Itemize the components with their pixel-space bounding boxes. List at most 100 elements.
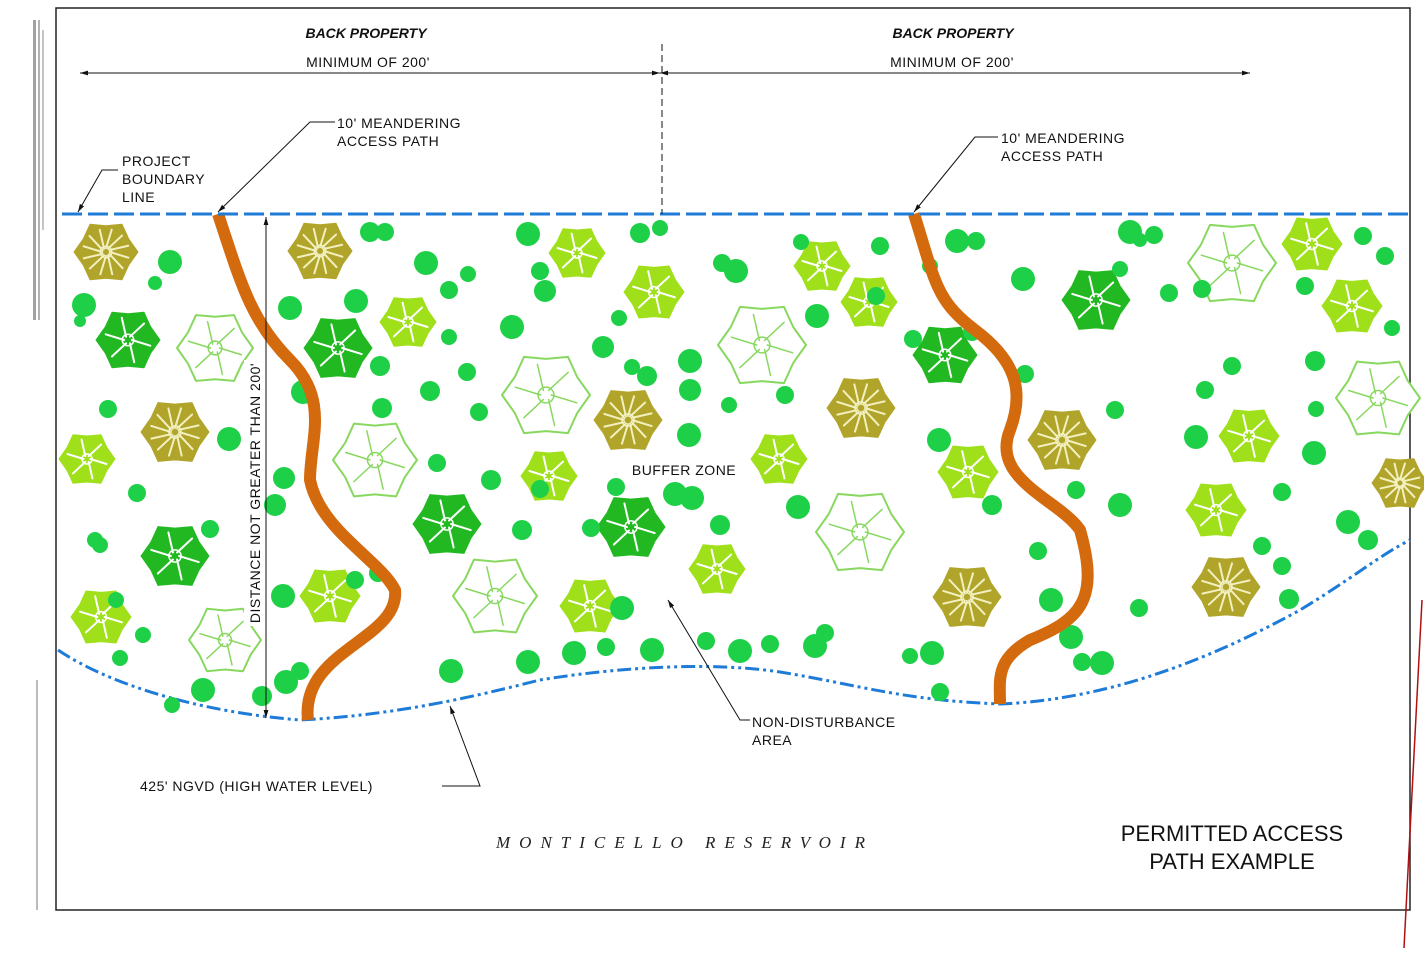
shrub-110 <box>531 262 549 280</box>
shrub-92 <box>1273 483 1291 501</box>
shrub-122 <box>92 537 108 553</box>
path-label-left-line2: ACCESS PATH <box>337 133 439 149</box>
tree-25 <box>793 241 851 291</box>
minimum-label-right: MINIMUM OF 200' <box>890 54 1014 70</box>
shrub-78 <box>1067 481 1085 499</box>
tree-37 <box>1321 279 1383 333</box>
shrub-3 <box>72 293 96 317</box>
shrub-4 <box>99 400 117 418</box>
tree-28 <box>750 434 808 484</box>
leader-path-right <box>913 136 998 213</box>
shrub-21 <box>420 381 440 401</box>
shrub-66 <box>927 428 951 452</box>
tree-15 <box>452 558 538 634</box>
shrub-77 <box>1090 651 1114 675</box>
shrub-6 <box>128 484 146 502</box>
tree-29 <box>815 492 905 572</box>
tree-10 <box>303 318 373 378</box>
shrub-56 <box>776 386 794 404</box>
distance-label-bg <box>244 360 264 626</box>
back-property-label-left: BACK PROPERTY <box>305 25 428 41</box>
shrub-93 <box>1305 351 1325 371</box>
tree-13 <box>412 494 482 554</box>
tree-20 <box>520 451 578 501</box>
shrub-61 <box>904 330 922 348</box>
tree-32 <box>937 445 999 499</box>
tree-30 <box>932 567 1002 627</box>
shrub-83 <box>1106 401 1124 419</box>
tree-41 <box>1335 360 1421 436</box>
path-label-right-line1: 10' MEANDERING <box>1001 130 1125 146</box>
drawing-title-line2: PATH EXAMPLE <box>1149 849 1314 874</box>
shrub-95 <box>1336 510 1360 534</box>
shrub-102 <box>1354 227 1372 245</box>
path-label-left-line1: 10' MEANDERING <box>337 115 461 131</box>
shrub-64 <box>967 232 985 250</box>
shrub-10 <box>191 678 215 702</box>
shrub-42 <box>679 379 701 401</box>
tree-12 <box>332 422 418 498</box>
tree-35 <box>1187 223 1277 303</box>
shrub-107 <box>376 223 394 241</box>
shrub-90 <box>1253 537 1271 555</box>
minimum-label-left: MINIMUM OF 200' <box>306 54 430 70</box>
tree-17 <box>623 265 685 319</box>
shrub-18 <box>344 289 368 313</box>
shrub-11 <box>217 427 241 451</box>
shrub-17 <box>274 670 298 694</box>
shrub-36 <box>640 638 664 662</box>
shrub-1 <box>158 250 182 274</box>
shrub-35 <box>610 596 634 620</box>
shrub-105 <box>652 220 668 236</box>
shrub-69 <box>902 648 918 664</box>
shrub-2 <box>148 276 162 290</box>
tree-16 <box>548 228 606 278</box>
shrub-72 <box>1016 365 1034 383</box>
shrub-87 <box>1223 357 1241 375</box>
path-label-right-line2: ACCESS PATH <box>1001 148 1103 164</box>
shrub-40 <box>582 519 600 537</box>
shrub-76 <box>1073 653 1091 671</box>
shrub-91 <box>1273 557 1291 575</box>
tree-8 <box>188 607 262 673</box>
tree-14 <box>299 569 361 623</box>
tree-27 <box>826 378 896 438</box>
shrub-57 <box>786 495 810 519</box>
shrub-53 <box>721 397 737 413</box>
shrub-12 <box>273 467 295 489</box>
shrub-97 <box>1384 320 1400 336</box>
shrub-84 <box>1130 599 1148 617</box>
shrub-74 <box>1039 588 1063 612</box>
shrub-86 <box>1193 280 1211 298</box>
shrub-121 <box>112 650 128 666</box>
shrub-27 <box>500 315 524 339</box>
tree-2 <box>95 311 161 369</box>
shrub-45 <box>680 486 704 510</box>
shrub-9 <box>135 627 151 643</box>
shrub-63 <box>945 229 969 253</box>
leader-boundary <box>77 169 118 213</box>
shrub-85 <box>1160 284 1178 302</box>
shrub-15 <box>264 494 286 516</box>
margin-notes <box>33 20 44 910</box>
shrub-115 <box>346 571 364 589</box>
shrub-30 <box>512 520 532 540</box>
shrub-5 <box>74 315 86 327</box>
shrub-32 <box>439 659 463 683</box>
shrub-29 <box>481 470 501 490</box>
access-path-right <box>908 212 1094 705</box>
shrub-79 <box>1108 493 1132 517</box>
shrub-73 <box>1029 542 1047 560</box>
shrub-119 <box>164 697 180 713</box>
shrub-25 <box>458 363 476 381</box>
tree-31 <box>912 326 978 384</box>
shrub-37 <box>597 638 615 656</box>
red-edge-line <box>1403 599 1423 949</box>
tree-9 <box>287 222 353 280</box>
shrub-13 <box>278 296 302 320</box>
shrub-33 <box>516 650 540 674</box>
tree-39 <box>1185 483 1247 537</box>
tree-40 <box>1191 557 1261 617</box>
leader-path-left <box>217 121 335 213</box>
tree-11 <box>379 297 437 347</box>
